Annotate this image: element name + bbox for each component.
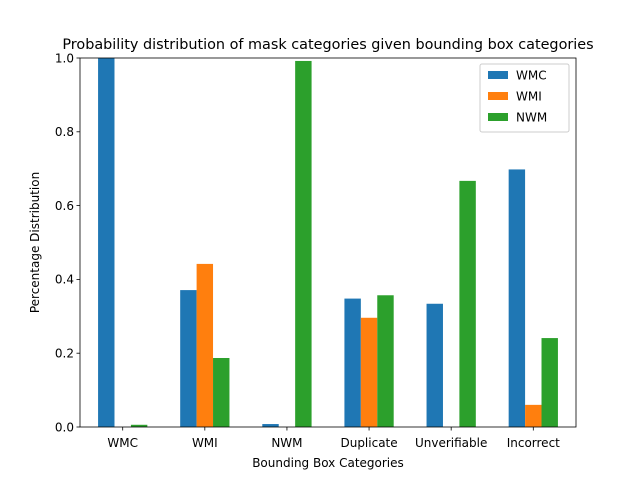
bar-wmc-unverifiable (426, 303, 443, 427)
legend-label-wmi: WMI (516, 90, 542, 104)
bar-nwm-incorrect (541, 338, 558, 427)
legend-swatch-wmi (488, 92, 508, 100)
legend: WMC WMI NWM (479, 63, 570, 133)
bar-wmi-duplicate (360, 317, 378, 427)
bar-nwm-wmi (213, 357, 230, 427)
y-axis: 0.0 0.2 0.4 0.6 0.8 1.0 (55, 51, 80, 434)
bar-wmc-nwm (262, 424, 279, 427)
legend-swatch-nwm (488, 113, 508, 121)
bar-wmc-incorrect (508, 169, 526, 428)
x-tick-label: Unverifiable (415, 436, 487, 450)
legend-swatch-wmc (488, 71, 508, 79)
y-axis-label: Percentage Distribution (28, 172, 42, 313)
y-tick-label: 0.6 (55, 199, 74, 213)
chart-title: Probability distribution of mask categor… (62, 37, 593, 53)
x-tick-label: Incorrect (507, 436, 560, 450)
plot-frame (79, 57, 577, 428)
bar-nwm-wmc (130, 424, 148, 427)
bar-wmi-incorrect (525, 404, 542, 427)
bar-wmc-wmc (98, 58, 115, 427)
bar-wmi-wmi (196, 263, 214, 427)
y-tick-label: 0.4 (55, 273, 74, 287)
bar-nwm-duplicate (377, 295, 394, 427)
bar-wmc-duplicate (344, 298, 361, 427)
bar-nwm-unverifiable (459, 180, 476, 427)
y-tick-label: 0.8 (55, 125, 74, 139)
y-tick-label: 1.0 (55, 51, 74, 65)
bar-wmc-wmi (180, 290, 197, 427)
x-tick-label: WMI (192, 436, 218, 450)
x-tick-label: Duplicate (340, 436, 397, 450)
x-tick-label: NWM (271, 436, 302, 450)
x-axis-label: Bounding Box Categories (252, 456, 404, 470)
bars-group (98, 58, 558, 428)
bar-nwm-nwm (295, 60, 312, 428)
y-tick-label: 0.0 (55, 420, 74, 434)
y-tick-label: 0.2 (55, 347, 74, 361)
x-axis: WMC WMI NWM Duplicate Unverifiable Incorrect (107, 427, 560, 450)
legend-label-nwm: NWM (516, 111, 547, 125)
x-tick-label: WMC (107, 436, 138, 450)
legend-label-wmc: WMC (516, 69, 547, 83)
